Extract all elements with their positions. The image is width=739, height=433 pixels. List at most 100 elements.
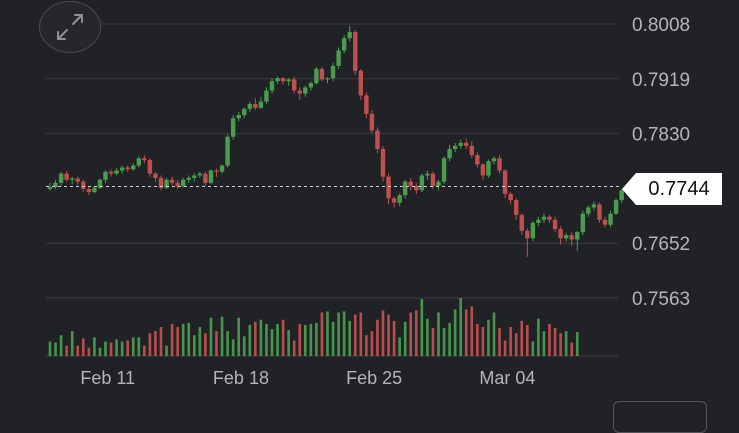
volume-bar [392,320,396,356]
candle-body [619,190,624,201]
candle-body [403,181,408,196]
volume-bar [470,306,474,356]
candle-body [219,165,225,172]
volume-bar [187,322,191,356]
volume-bar [464,309,468,356]
volume-bar [570,342,573,356]
candle-body [242,108,247,116]
volume-bar [537,318,540,356]
volume-bar [381,310,385,356]
volume-bar [70,331,74,356]
candle-body [258,101,264,108]
volume-bar [459,298,462,356]
volume-bar [487,319,490,356]
candle-body [75,178,80,182]
volume-bar [226,331,229,356]
volume-bar [548,323,551,356]
candle-body [247,104,252,109]
candle-body [58,173,64,183]
candle-body [119,167,125,171]
volume-bar [520,320,524,356]
candle-body [125,167,130,170]
current-price-tag: 0.7744 [622,173,722,205]
candle-body [591,204,597,208]
volume-bar [342,311,346,356]
volume-bar [526,324,529,356]
volume-bar [492,312,496,356]
candle-body [308,83,314,88]
candle-body [575,232,580,240]
candle-body [541,216,547,220]
candle-body [236,115,241,119]
candle-body [419,175,425,191]
volume-bar [514,333,518,356]
volume-bar [359,312,363,356]
volume-bar [143,345,146,356]
candle-body [347,32,352,39]
volume-bar [281,319,285,356]
volume-bar [248,324,252,356]
volume-bar [426,318,429,356]
volume-bar [131,337,135,356]
candle-body [158,177,164,188]
candle-body [508,193,513,201]
candle-body [319,68,325,80]
volume-bar [270,329,274,356]
candle-body [414,185,419,191]
volume-bar [76,345,80,356]
candle-body [341,38,347,51]
volume-bar [509,327,512,356]
volume-bar [415,310,418,356]
volume-bar [476,323,479,356]
candle-body [147,160,153,174]
volume-bar [326,311,329,356]
volume-bar [215,331,218,356]
volume-bar [287,330,290,356]
volume-bar [292,340,296,356]
volume-bar [82,338,85,356]
candle-body [353,32,358,71]
candle-body [597,204,602,220]
candle-body [358,70,363,96]
candle-body [286,79,291,82]
candle-body [563,235,569,239]
y-tick-label: 0.7919 [632,70,690,91]
x-axis-labels: Feb 11 Feb 18 Feb 25 Mar 04 [80,368,535,388]
candle-body [197,173,203,176]
candle-body [208,170,214,183]
expand-arrows-icon [57,14,83,40]
volume-bar [498,328,501,356]
candle-body [64,173,69,180]
x-tick-label: Feb 11 [80,368,135,388]
volume-bar [159,327,163,356]
candle-body [386,176,391,199]
x-tick-label: Feb 18 [213,368,269,388]
candle-body [314,68,319,84]
volume-bar [353,314,357,356]
bottom-right-button[interactable] [613,401,707,433]
candle-body [430,173,436,186]
expand-chart-button[interactable] [39,1,101,53]
candle-body [103,171,108,180]
volume-bar [575,332,579,356]
candle-body [253,104,258,108]
volume-bar [137,337,141,356]
candle-body [475,155,480,165]
candle-body [558,229,563,239]
volume-bar [104,341,107,356]
candle-body [375,130,380,149]
volume-bar [87,347,91,356]
candle-body [397,195,402,203]
volume-bar [231,339,235,356]
candle-body [586,207,591,214]
candle-body [225,136,230,166]
volume-bar [54,342,57,356]
candle-body [552,219,558,230]
volume-bar [115,339,118,356]
candle-body [136,158,141,166]
candle-body [525,230,530,239]
volume-bar [553,328,557,356]
candle-body [230,118,236,137]
volume-bar [298,323,302,356]
